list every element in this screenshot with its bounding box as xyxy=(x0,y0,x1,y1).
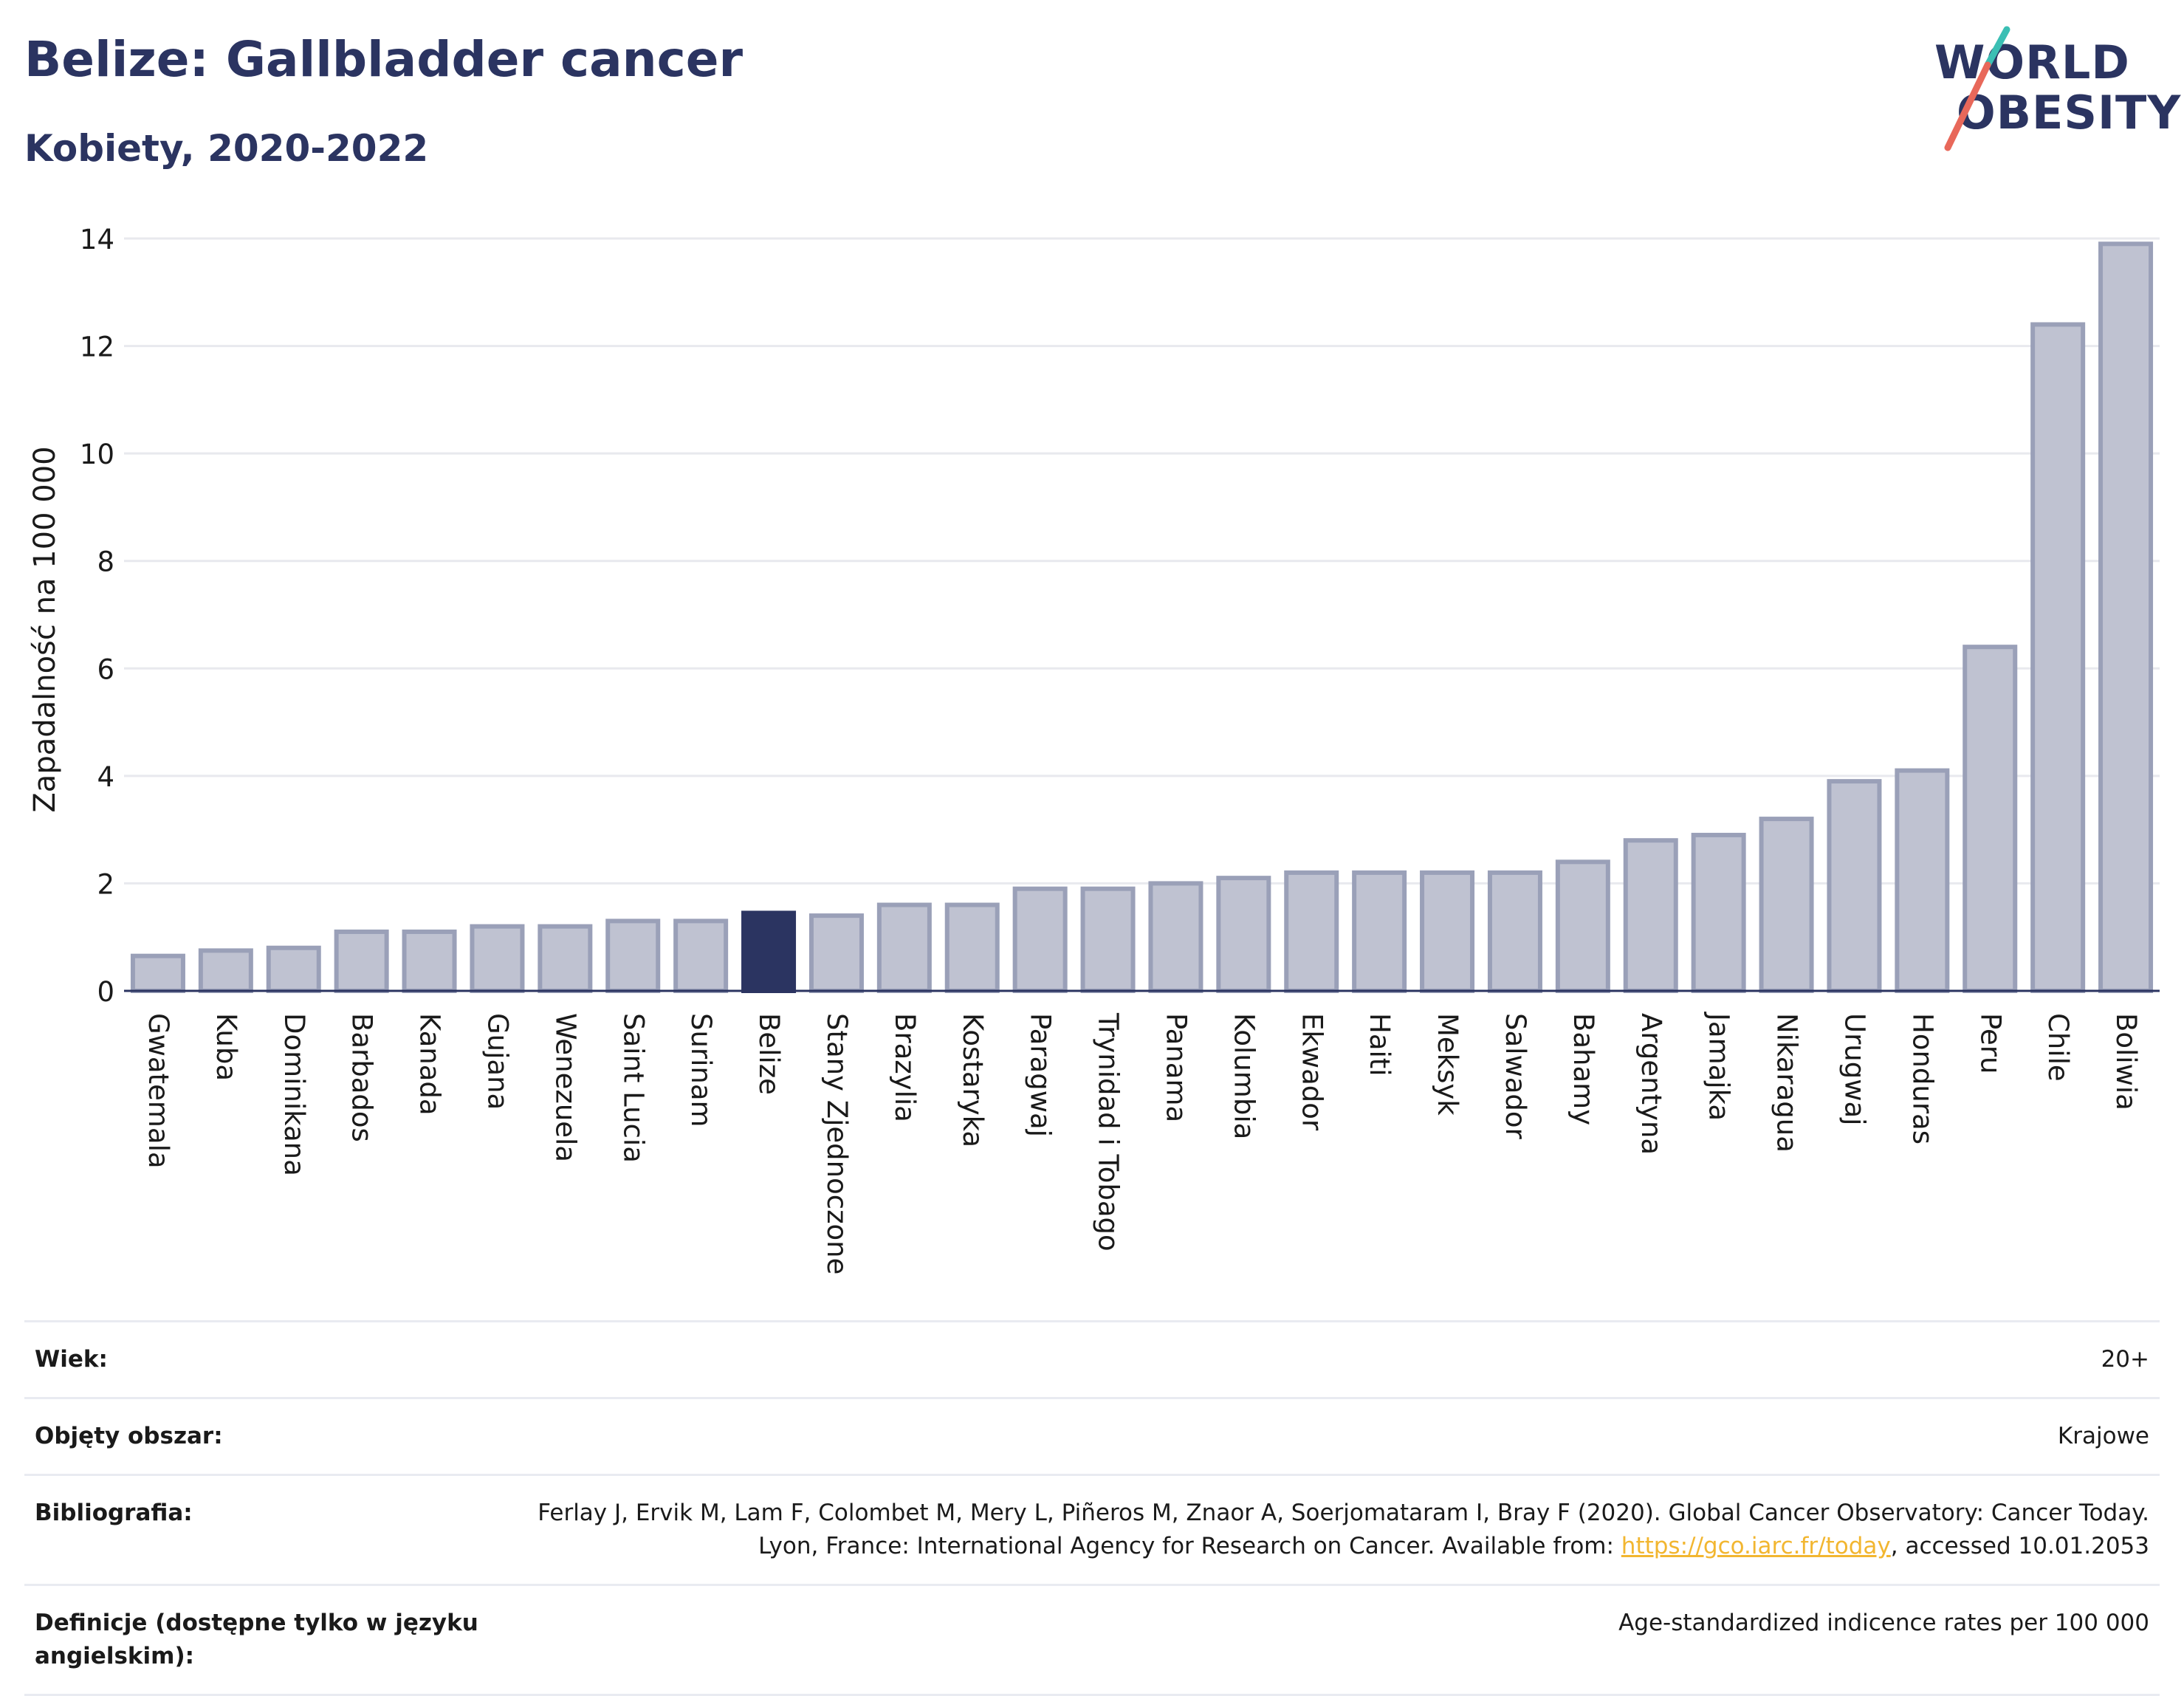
bar-kostaryka[interactable] xyxy=(944,902,1000,993)
bibliography-accessed: , accessed 10.01.2053 xyxy=(1890,1532,2149,1559)
bar-chart: 0 2 4 6 8 10 12 14 Zapadalność na 100 000 Gwatema… xyxy=(28,224,2160,1274)
bar-saint-lucia[interactable] xyxy=(605,919,661,993)
x-tick-label: Chile xyxy=(2042,1013,2074,1082)
bar-belize[interactable] xyxy=(741,910,797,993)
x-tick-label: Honduras xyxy=(1906,1013,1938,1144)
bar-salwador[interactable] xyxy=(1487,870,1542,994)
bibliography-value: Ferlay J, Ervik M, Lam F, Colombet M, Me… xyxy=(515,1476,2160,1584)
x-tick-label: Argentyna xyxy=(1635,1013,1667,1155)
x-tick-label: Wenezuela xyxy=(549,1013,581,1162)
x-tick-label: Panama xyxy=(1160,1013,1192,1122)
age-label: Wiek: xyxy=(35,1346,108,1373)
info-row-bibliography: Bibliografia: Ferlay J, Ervik M, Lam F, … xyxy=(24,1473,2160,1584)
x-tick-label: Kostaryka xyxy=(957,1013,989,1147)
x-tick-label: Stany Zjednoczone xyxy=(821,1013,853,1274)
y-tick-label: 8 xyxy=(97,546,114,578)
x-tick-label: Barbados xyxy=(346,1013,378,1142)
area-value: Krajowe xyxy=(2057,1422,2149,1449)
bar-peru[interactable] xyxy=(1962,645,2018,994)
x-tick-label: Bahamy xyxy=(1567,1013,1599,1125)
logo-slash-icon xyxy=(1944,26,2010,151)
info-table: Wiek: 20+ Objęty obszar: Krajowe Bibliog… xyxy=(24,1320,2160,1696)
bar-boliwia[interactable] xyxy=(2098,241,2154,993)
bar-paragwaj[interactable] xyxy=(1012,886,1068,994)
bar-gujana[interactable] xyxy=(470,924,525,993)
x-tick-label: Kuba xyxy=(210,1013,242,1081)
bibliography-label: Bibliografia: xyxy=(35,1499,193,1526)
bar-trynidad-i-tobago[interactable] xyxy=(1080,886,1136,994)
x-tick-label: Kolumbia xyxy=(1228,1013,1260,1139)
bar-surinam[interactable] xyxy=(673,919,729,993)
x-tick-label: Ekwador xyxy=(1296,1013,1328,1131)
bibliography-link[interactable]: https://gco.iarc.fr/today xyxy=(1621,1532,1891,1559)
chart-title: Belize: Gallbladder cancer xyxy=(24,31,744,88)
x-tick-label: Gwatemala xyxy=(142,1013,174,1169)
bar-brazylia[interactable] xyxy=(876,902,932,993)
bar-dominikana[interactable] xyxy=(266,945,321,994)
bar-wenezuela[interactable] xyxy=(538,924,593,993)
bar-argentyna[interactable] xyxy=(1623,838,1678,993)
bar-urugwaj[interactable] xyxy=(1827,779,1882,994)
x-tick-label: Haiti xyxy=(1364,1013,1395,1077)
bar-gwatemala[interactable] xyxy=(130,953,185,994)
y-tick-label: 6 xyxy=(97,653,114,685)
y-tick-label: 14 xyxy=(80,224,114,255)
chart-subtitle: Kobiety, 2020-2022 xyxy=(24,127,429,170)
x-tick-label: Trynidad i Tobago xyxy=(1093,1012,1124,1252)
definitions-label: Definicje (dostępne tylko w języku angie… xyxy=(35,1609,478,1669)
bar-kanada[interactable] xyxy=(402,929,457,993)
y-tick-label: 2 xyxy=(97,868,114,900)
x-tick-label: Peru xyxy=(1974,1013,2006,1074)
x-tick-label: Dominikana xyxy=(278,1013,310,1176)
x-tick-label: Nikaragua xyxy=(1771,1013,1803,1153)
bar-bahamy[interactable] xyxy=(1555,859,1610,994)
y-tick-label: 4 xyxy=(97,761,114,793)
bar-jamajka[interactable] xyxy=(1691,832,1746,993)
bar-barbados[interactable] xyxy=(334,929,389,993)
x-tick-label: Boliwia xyxy=(2110,1013,2142,1110)
x-tick-label: Brazylia xyxy=(889,1013,921,1122)
x-tick-label: Meksyk xyxy=(1432,1013,1463,1116)
bar-stany-zjednoczone[interactable] xyxy=(808,913,864,993)
age-value: 20+ xyxy=(2101,1346,2149,1373)
x-tick-label: Kanada xyxy=(414,1013,446,1116)
bar-haiti[interactable] xyxy=(1352,870,1407,994)
area-label: Objęty obszar: xyxy=(35,1422,223,1449)
bibliography-text: Ferlay J, Ervik M, Lam F, Colombet M, Me… xyxy=(538,1499,2149,1559)
info-row-area: Objęty obszar: Krajowe xyxy=(24,1396,2160,1474)
x-tick-label: Salwador xyxy=(1500,1013,1531,1139)
x-tick-label: Belize xyxy=(753,1013,785,1095)
bar-panama[interactable] xyxy=(1148,881,1203,994)
bar-meksyk[interactable] xyxy=(1420,870,1475,994)
y-tick-label: 10 xyxy=(80,439,114,470)
x-tick-label: Paragwaj xyxy=(1025,1013,1057,1137)
x-tick-label: Urugwaj xyxy=(1838,1013,1870,1125)
logo-line-2: OBESITY xyxy=(1957,86,2182,140)
bar-kolumbia[interactable] xyxy=(1216,876,1271,994)
logo-line-1: WORLD xyxy=(1934,35,2130,89)
x-tick-label: Jamajka xyxy=(1703,1012,1735,1121)
bar-kuba[interactable] xyxy=(198,948,253,994)
world-obesity-logo: WORLD OBESITY xyxy=(1920,22,2180,155)
definitions-value: Age-standardized indicence rates per 100… xyxy=(1618,1609,2149,1636)
bar-nikaragua[interactable] xyxy=(1759,817,1814,993)
y-tick-label: 12 xyxy=(80,332,114,363)
x-tick-label: Gujana xyxy=(481,1013,513,1110)
y-axis-label: Zapadalność na 100 000 xyxy=(28,446,62,812)
bar-chile[interactable] xyxy=(2030,322,2086,993)
info-row-age: Wiek: 20+ xyxy=(24,1320,2160,1397)
y-tick-label: 0 xyxy=(97,976,114,1008)
x-tick-label: Saint Lucia xyxy=(617,1013,649,1163)
bar-honduras[interactable] xyxy=(1895,768,1950,994)
bar-ekwador[interactable] xyxy=(1284,870,1339,994)
x-tick-label: Surinam xyxy=(685,1013,717,1127)
info-row-definitions: Definicje (dostępne tylko w języku angie… xyxy=(24,1583,2160,1696)
